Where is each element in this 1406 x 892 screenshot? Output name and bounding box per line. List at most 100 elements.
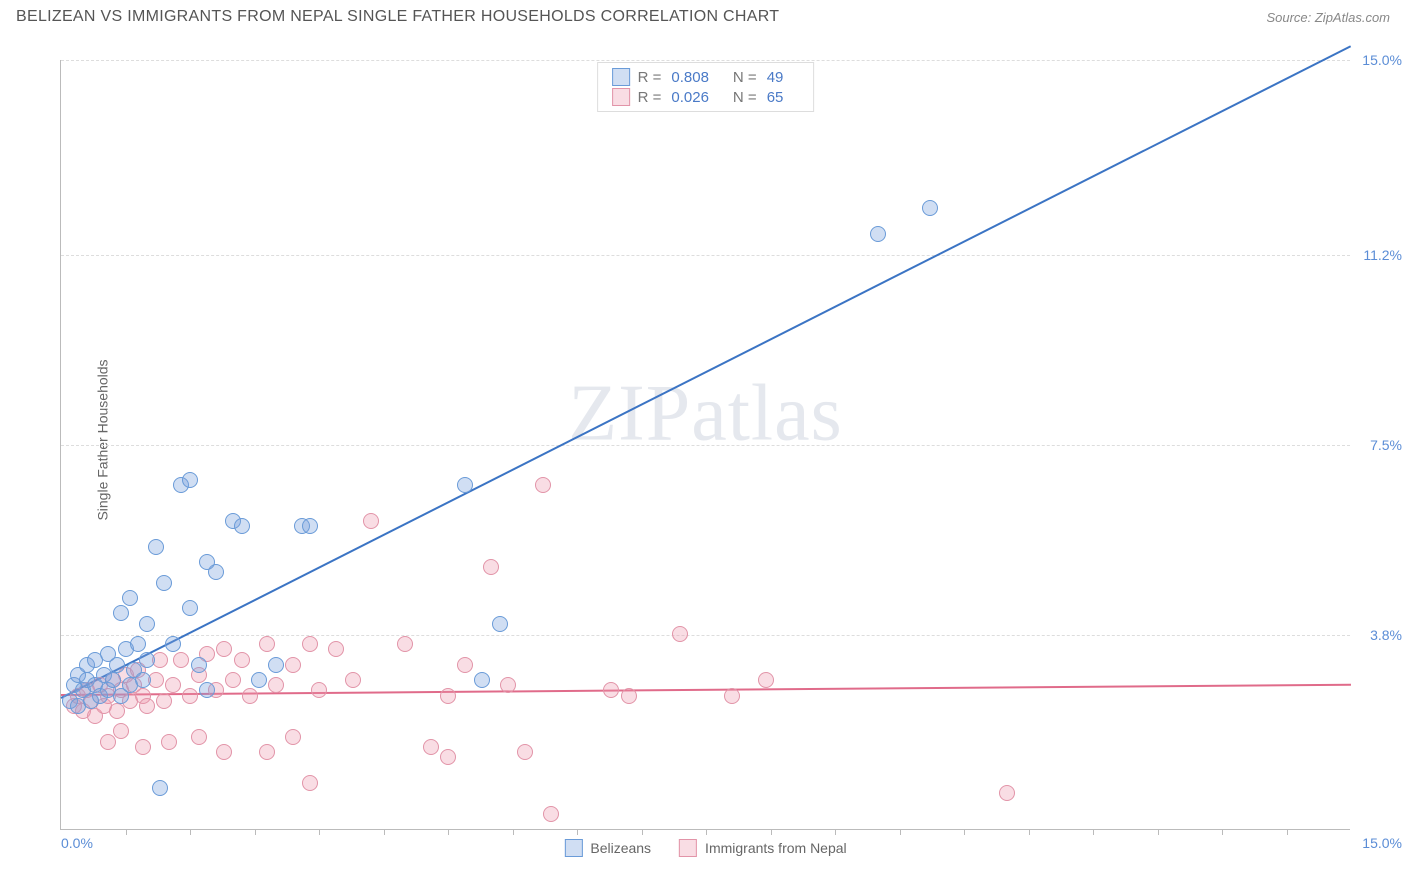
data-point	[234, 652, 250, 668]
data-point	[302, 775, 318, 791]
data-point	[122, 590, 138, 606]
data-point	[440, 688, 456, 704]
x-tick	[1222, 829, 1223, 835]
data-point	[345, 672, 361, 688]
r-value: 0.808	[671, 69, 709, 86]
data-point	[199, 682, 215, 698]
legend-swatch	[564, 839, 582, 857]
x-tick	[642, 829, 643, 835]
y-tick-label: 3.8%	[1370, 627, 1402, 643]
data-point	[259, 744, 275, 760]
y-tick-label: 7.5%	[1370, 437, 1402, 453]
data-point	[397, 636, 413, 652]
data-point	[268, 677, 284, 693]
data-point	[328, 641, 344, 657]
x-tick	[900, 829, 901, 835]
x-tick	[513, 829, 514, 835]
x-tick	[706, 829, 707, 835]
gridline	[61, 60, 1350, 61]
x-tick	[771, 829, 772, 835]
data-point	[517, 744, 533, 760]
x-tick	[964, 829, 965, 835]
trend-line-blue	[61, 45, 1352, 699]
data-point	[165, 677, 181, 693]
y-tick-label: 15.0%	[1362, 52, 1402, 68]
r-label: R =	[638, 89, 662, 106]
data-point	[216, 744, 232, 760]
data-point	[492, 616, 508, 632]
data-point	[302, 636, 318, 652]
chart-container: Single Father Households ZIPatlas R =0.8…	[50, 40, 1390, 840]
x-tick	[255, 829, 256, 835]
x-tick	[126, 829, 127, 835]
chart-title: BELIZEAN VS IMMIGRANTS FROM NEPAL SINGLE…	[16, 8, 779, 26]
legend-item: Immigrants from Nepal	[679, 839, 847, 857]
data-point	[535, 477, 551, 493]
x-tick	[190, 829, 191, 835]
data-point	[135, 739, 151, 755]
legend-label: Belizeans	[590, 840, 651, 856]
data-point	[870, 226, 886, 242]
legend-swatch	[679, 839, 697, 857]
data-point	[999, 785, 1015, 801]
data-point	[139, 616, 155, 632]
data-point	[182, 600, 198, 616]
legend-label: Immigrants from Nepal	[705, 840, 847, 856]
legend-swatch	[612, 88, 630, 106]
data-point	[199, 554, 215, 570]
r-value: 0.026	[671, 89, 709, 106]
legend-stats: R =0.808N =49R =0.026N =65	[597, 62, 815, 112]
gridline	[61, 635, 1350, 636]
y-tick-label: 11.2%	[1363, 247, 1402, 263]
data-point	[135, 672, 151, 688]
gridline	[61, 255, 1350, 256]
data-point	[105, 672, 121, 688]
data-point	[251, 672, 267, 688]
data-point	[423, 739, 439, 755]
data-point	[724, 688, 740, 704]
data-point	[543, 806, 559, 822]
data-point	[173, 652, 189, 668]
n-value: 65	[767, 89, 784, 106]
data-point	[216, 641, 232, 657]
data-point	[242, 688, 258, 704]
x-tick	[384, 829, 385, 835]
legend-stats-row: R =0.026N =65	[612, 87, 800, 107]
data-point	[191, 729, 207, 745]
data-point	[672, 626, 688, 642]
x-min-label: 0.0%	[61, 835, 93, 851]
x-tick	[1287, 829, 1288, 835]
data-point	[109, 657, 125, 673]
data-point	[621, 688, 637, 704]
data-point	[148, 539, 164, 555]
data-point	[165, 636, 181, 652]
source-label: Source: ZipAtlas.com	[1266, 10, 1390, 25]
x-tick	[1158, 829, 1159, 835]
legend-item: Belizeans	[564, 839, 651, 857]
data-point	[130, 636, 146, 652]
legend-series: Belizeans Immigrants from Nepal	[564, 839, 846, 857]
data-point	[182, 688, 198, 704]
data-point	[922, 200, 938, 216]
data-point	[182, 472, 198, 488]
data-point	[156, 693, 172, 709]
n-value: 49	[767, 69, 784, 86]
data-point	[191, 657, 207, 673]
data-point	[474, 672, 490, 688]
data-point	[603, 682, 619, 698]
x-tick	[319, 829, 320, 835]
data-point	[139, 698, 155, 714]
x-tick	[1093, 829, 1094, 835]
data-point	[500, 677, 516, 693]
data-point	[457, 477, 473, 493]
data-point	[234, 518, 250, 534]
data-point	[758, 672, 774, 688]
data-point	[311, 682, 327, 698]
data-point	[259, 636, 275, 652]
data-point	[302, 518, 318, 534]
data-point	[152, 780, 168, 796]
data-point	[156, 575, 172, 591]
data-point	[113, 605, 129, 621]
r-label: R =	[638, 69, 662, 86]
data-point	[285, 657, 301, 673]
